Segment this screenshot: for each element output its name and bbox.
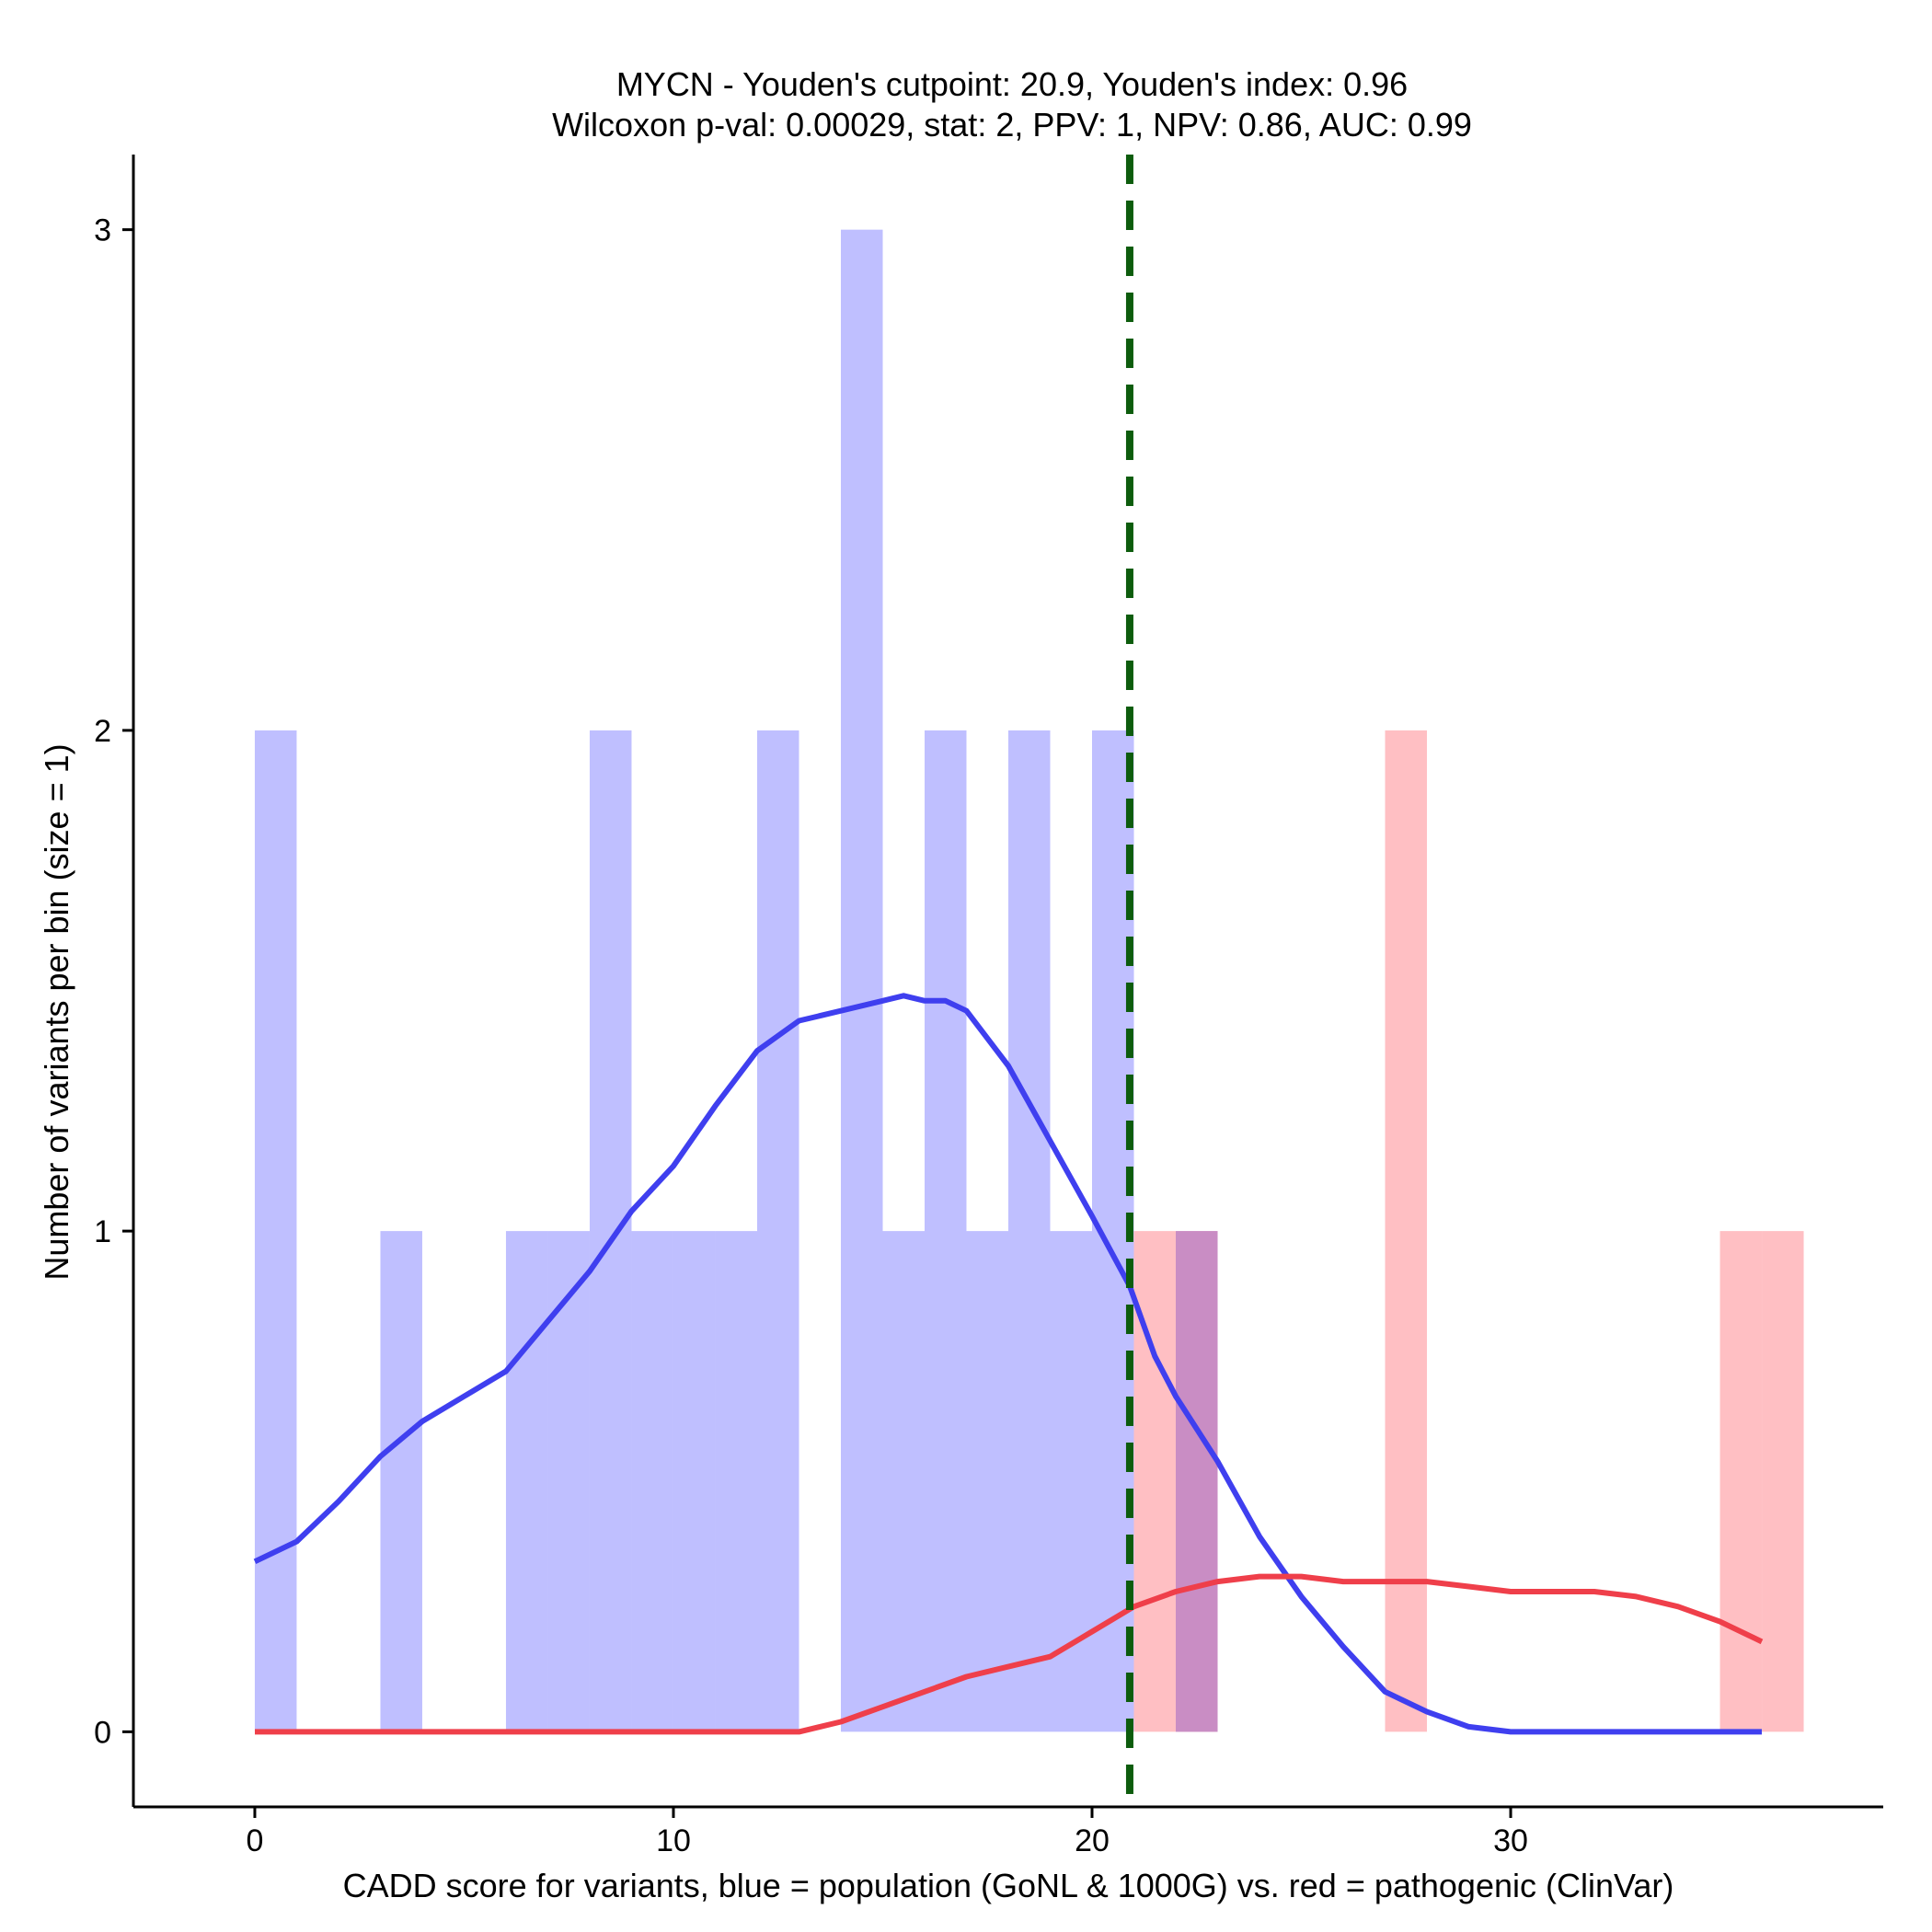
pathogenic-density-line [255,1573,1764,1735]
population-bar [547,1231,590,1732]
population-bar [756,730,799,1732]
population-bar [840,229,883,1732]
population-bar [715,1231,757,1732]
pathogenic-bar [1385,730,1428,1732]
y-tick-label: 2 [94,714,111,749]
pathogenic-bar [1719,1231,1763,1732]
y-axis-title: Number of variants per bin (size = 1) [38,743,75,1280]
population-bar [882,1231,925,1732]
population-bar [631,1231,673,1732]
chart-title-line-2: Wilcoxon p-val: 0.00029, stat: 2, PPV: 1… [552,106,1472,144]
overlap-bars [1176,1231,1218,1732]
x-tick-label: 10 [656,1823,691,1858]
pathogenic-bar [1762,1231,1804,1732]
population-bar [924,730,967,1732]
y-tick-label: 0 [94,1715,111,1750]
x-tick-label: 20 [1075,1823,1110,1858]
y-tick-label: 3 [94,213,111,248]
overlap-bar [1176,1231,1218,1732]
population-bar [966,1231,1008,1732]
population-bar [1050,1231,1093,1732]
x-axis-ticks: 0 10 20 30 [246,1807,1528,1858]
x-axis-title: CADD score for variants, blue = populati… [343,1867,1674,1904]
population-bar [505,1231,548,1732]
x-tick-label: 30 [1493,1823,1528,1858]
x-tick-label: 0 [246,1823,263,1858]
population-bars [254,229,1218,1732]
population-bar [380,1231,422,1732]
population-bar [673,1231,716,1732]
y-axis-ticks: 0 1 2 3 [94,213,133,1750]
population-bar [589,730,632,1732]
chart-title-line-1: MYCN - Youden's cutpoint: 20.9, Youden's… [616,65,1408,103]
population-density-line [253,993,1762,1735]
y-tick-label: 1 [94,1214,111,1249]
population-bar [1008,730,1051,1732]
population-bar [254,730,297,1732]
pathogenic-bar [1133,1231,1177,1732]
